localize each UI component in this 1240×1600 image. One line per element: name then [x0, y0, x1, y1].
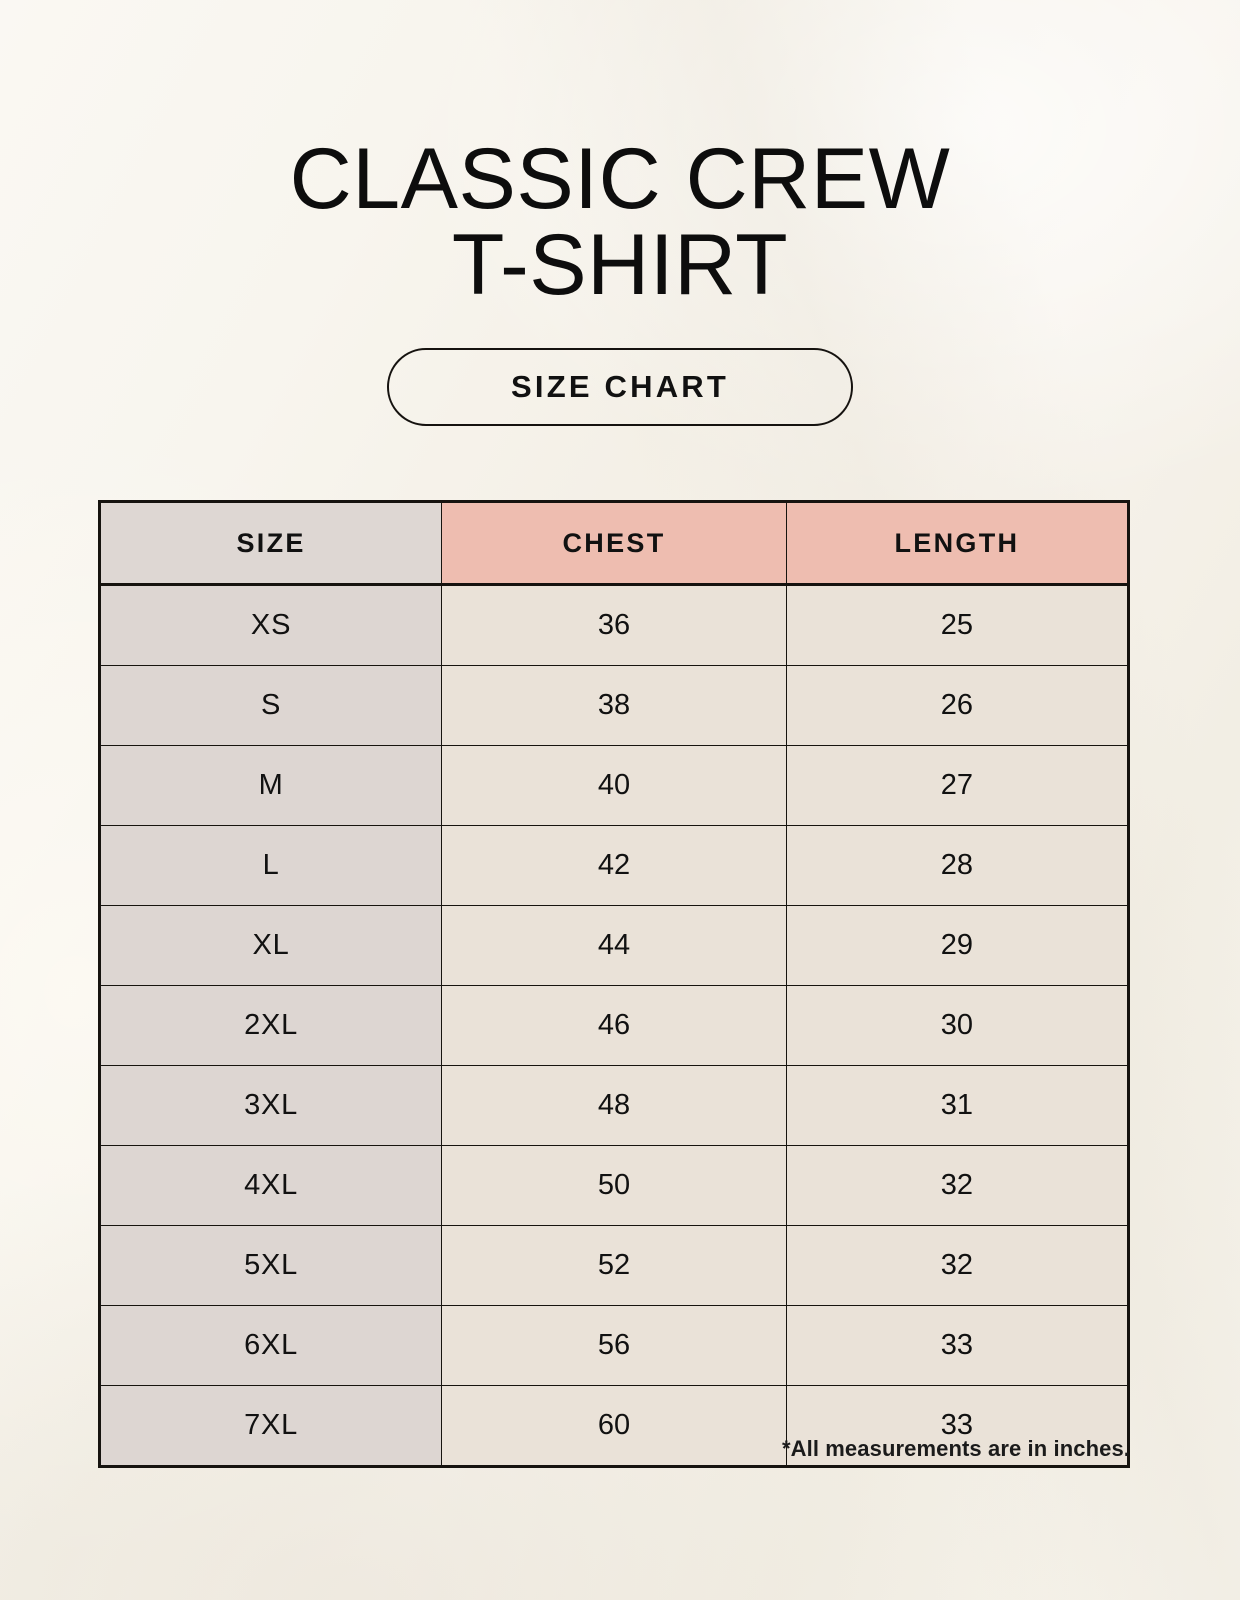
table-row: XL 44 29 [98, 905, 1130, 986]
cell-chest: 42 [441, 825, 787, 906]
table-header: SIZE CHEST LENGTH [98, 501, 1130, 586]
cell-length: 25 [785, 584, 1130, 666]
size-chart-badge: SIZE CHART [387, 348, 853, 426]
table-row: 4XL 50 32 [98, 1145, 1130, 1226]
cell-chest: 36 [441, 584, 787, 666]
cell-chest: 44 [441, 905, 787, 986]
cell-size: S [98, 665, 443, 746]
cell-length: 30 [785, 985, 1130, 1066]
cell-size: 5XL [98, 1225, 443, 1306]
badge-row: SIZE CHART [0, 348, 1240, 426]
cell-length: 33 [785, 1305, 1130, 1386]
table-row: XS 36 25 [98, 584, 1130, 666]
cell-size: XS [98, 584, 443, 666]
cell-chest: 56 [441, 1305, 787, 1386]
cell-chest: 40 [441, 745, 787, 826]
column-header-chest: CHEST [441, 501, 787, 586]
column-header-length: LENGTH [785, 501, 1130, 586]
cell-chest: 48 [441, 1065, 787, 1146]
page-title: CLASSIC CREW T-SHIRT [289, 130, 951, 313]
cell-chest: 38 [441, 665, 787, 746]
table-row: M 40 27 [98, 745, 1130, 826]
cell-length: 26 [785, 665, 1130, 746]
table-row: 6XL 56 33 [98, 1305, 1130, 1386]
cell-length: 32 [785, 1225, 1130, 1306]
cell-size: XL [98, 905, 443, 986]
cell-size: 4XL [98, 1145, 443, 1226]
table-row: S 38 26 [98, 665, 1130, 746]
size-table-container: SIZE CHEST LENGTH XS 36 25 S 38 26 M [98, 500, 1130, 1468]
table-row: 3XL 48 31 [98, 1065, 1130, 1146]
table-row: 2XL 46 30 [98, 985, 1130, 1066]
cell-length: 29 [785, 905, 1130, 986]
table-row: L 42 28 [98, 825, 1130, 906]
table-body: XS 36 25 S 38 26 M 40 27 L 42 28 [98, 584, 1130, 1467]
column-header-size: SIZE [98, 501, 443, 586]
table-row: 5XL 52 32 [98, 1225, 1130, 1306]
cell-length: 28 [785, 825, 1130, 906]
cell-length: 32 [785, 1145, 1130, 1226]
cell-length: 27 [785, 745, 1130, 826]
size-table: SIZE CHEST LENGTH XS 36 25 S 38 26 M [98, 500, 1130, 1468]
cell-size: 3XL [98, 1065, 443, 1146]
cell-size: L [98, 825, 443, 906]
cell-chest: 52 [441, 1225, 787, 1306]
cell-length: 31 [785, 1065, 1130, 1146]
cell-chest: 50 [441, 1145, 787, 1226]
measurements-footnote: *All measurements are in inches. [781, 1436, 1130, 1461]
cell-chest: 46 [441, 985, 787, 1066]
cell-size: 2XL [98, 985, 443, 1066]
table-header-row: SIZE CHEST LENGTH [98, 501, 1130, 586]
cell-size: 6XL [98, 1305, 443, 1386]
cell-size: M [98, 745, 443, 826]
